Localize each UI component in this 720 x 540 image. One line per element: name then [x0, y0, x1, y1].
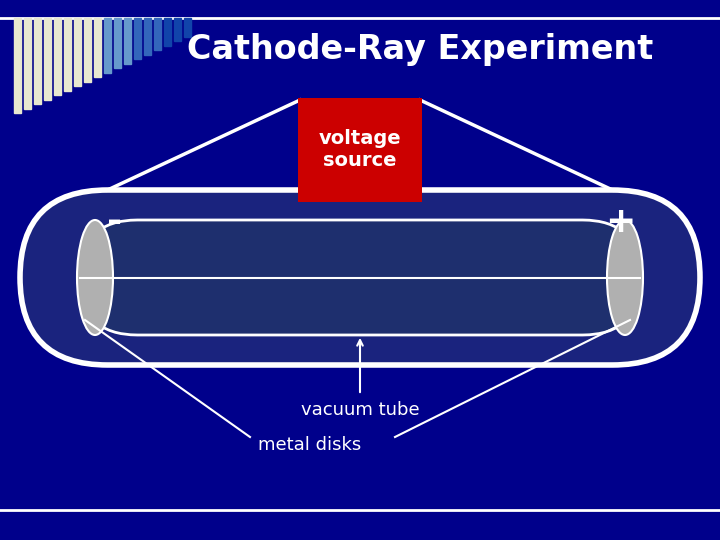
- Text: +: +: [605, 205, 635, 239]
- Ellipse shape: [607, 220, 643, 335]
- Bar: [164, 18, 171, 45]
- Bar: [84, 18, 91, 82]
- Text: voltage
source: voltage source: [319, 130, 401, 171]
- Bar: [74, 18, 81, 86]
- FancyBboxPatch shape: [20, 190, 700, 365]
- Text: metal disks: metal disks: [258, 436, 361, 454]
- Bar: [154, 18, 161, 50]
- Bar: [64, 18, 71, 91]
- Bar: [104, 18, 111, 72]
- Bar: [14, 18, 21, 113]
- Text: -: -: [107, 205, 122, 239]
- FancyBboxPatch shape: [80, 220, 640, 335]
- Bar: [94, 18, 101, 77]
- Text: vacuum tube: vacuum tube: [301, 401, 419, 419]
- Bar: [54, 18, 61, 95]
- Bar: [184, 18, 191, 37]
- Ellipse shape: [77, 220, 113, 335]
- Bar: [124, 18, 131, 64]
- Bar: [34, 18, 41, 104]
- Bar: [134, 18, 141, 59]
- Bar: [24, 18, 31, 109]
- Text: Cathode-Ray Experiment: Cathode-Ray Experiment: [187, 33, 653, 66]
- Bar: [114, 18, 121, 68]
- FancyBboxPatch shape: [298, 98, 422, 202]
- Bar: [174, 18, 181, 41]
- Bar: [144, 18, 151, 55]
- Bar: [44, 18, 51, 99]
